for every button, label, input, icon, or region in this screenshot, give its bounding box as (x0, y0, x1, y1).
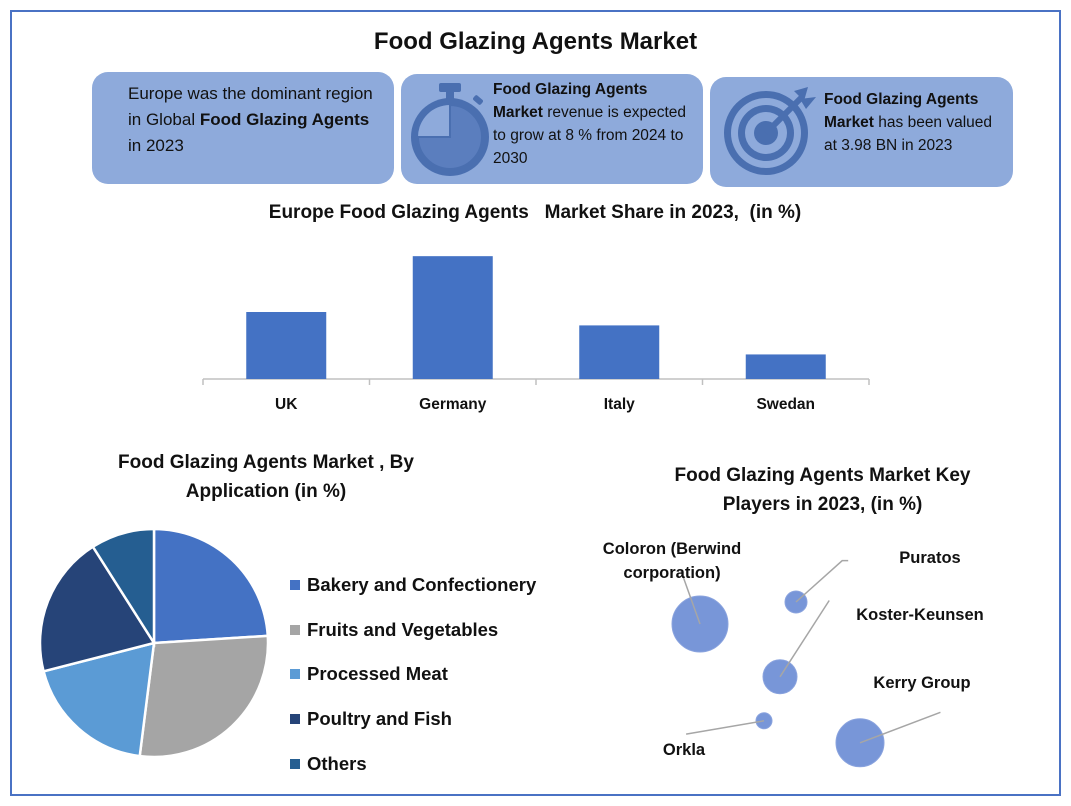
pie-chart (38, 527, 270, 759)
pie-slice (38, 545, 156, 673)
card-text: Food Glazing Agents Market revenue is ex… (493, 81, 687, 167)
target-icon (724, 87, 816, 175)
info-card-dominant-region: Europe was the dominant region in Global… (92, 72, 394, 184)
key-player-label: Koster-Keunsen (856, 606, 984, 624)
card-text: Food Glazing Agents Market has been valu… (824, 91, 993, 154)
key-player-label: Coloron (Berwind corporation) (602, 540, 742, 582)
bubble-leader-line (685, 720, 765, 735)
bar (745, 354, 826, 379)
bubble-leader-line (795, 559, 849, 603)
pie-slice (152, 527, 270, 645)
pie-slice (138, 634, 270, 759)
pie-legend: Bakery and Confectionery Fruits and Veget… (290, 563, 536, 786)
bubble-leader-line (859, 711, 941, 744)
x-tick-label: Italy (604, 396, 635, 413)
legend-label: Fruits and Vegetables (307, 618, 499, 640)
legend-swatch (290, 580, 300, 591)
pie-slice (91, 527, 156, 648)
legend-item: Fruits and Vegetables (290, 608, 536, 653)
key-players-title: Food Glazing Agents Market Key Players i… (674, 465, 971, 515)
pie-chart-title: Food Glazing Agents Market , By Applicat… (118, 452, 414, 502)
key-player-label: Orkla (662, 741, 706, 759)
key-player-label: Kerry Group (873, 674, 971, 692)
legend-item: Bakery and Confectionery (290, 563, 536, 608)
x-tick-label: UK (275, 396, 298, 413)
legend-swatch (290, 624, 300, 635)
bar-chart: UK Germany Italy Swedan (202, 256, 870, 413)
key-player-label: Puratos (899, 549, 961, 567)
legend-item: Others (290, 741, 536, 786)
bar-chart-title: Europe Food Glazing Agents Market Share … (268, 202, 802, 223)
bubble-leader-line (679, 569, 701, 625)
legend-label: Poultry and Fish (307, 708, 452, 730)
legend-label: Bakery and Confectionery (307, 574, 537, 596)
info-card-valuation: Food Glazing Agents Market has been valu… (710, 77, 1013, 187)
legend-swatch (290, 758, 300, 769)
legend-item: Processed Meat (290, 652, 536, 697)
infographic-frame (10, 10, 1061, 796)
bar (579, 325, 660, 379)
x-tick-label: Swedan (756, 396, 815, 413)
legend-swatch (290, 714, 300, 725)
bubble-leader-line (779, 600, 830, 678)
bar (246, 312, 327, 379)
legend-item: Poultry and Fish (290, 697, 536, 742)
card-text: Europe was the dominant region in Global… (128, 84, 373, 155)
page-title: Food Glazing Agents Market (373, 28, 698, 55)
info-card-growth: Food Glazing Agents Market revenue is ex… (401, 74, 703, 184)
pie-slice (42, 641, 156, 758)
legend-swatch (290, 669, 300, 680)
bar (412, 256, 493, 379)
legend-label: Others (307, 752, 367, 774)
stopwatch-icon (411, 83, 489, 176)
legend-label: Processed Meat (307, 663, 448, 685)
x-tick-label: Germany (419, 396, 487, 413)
